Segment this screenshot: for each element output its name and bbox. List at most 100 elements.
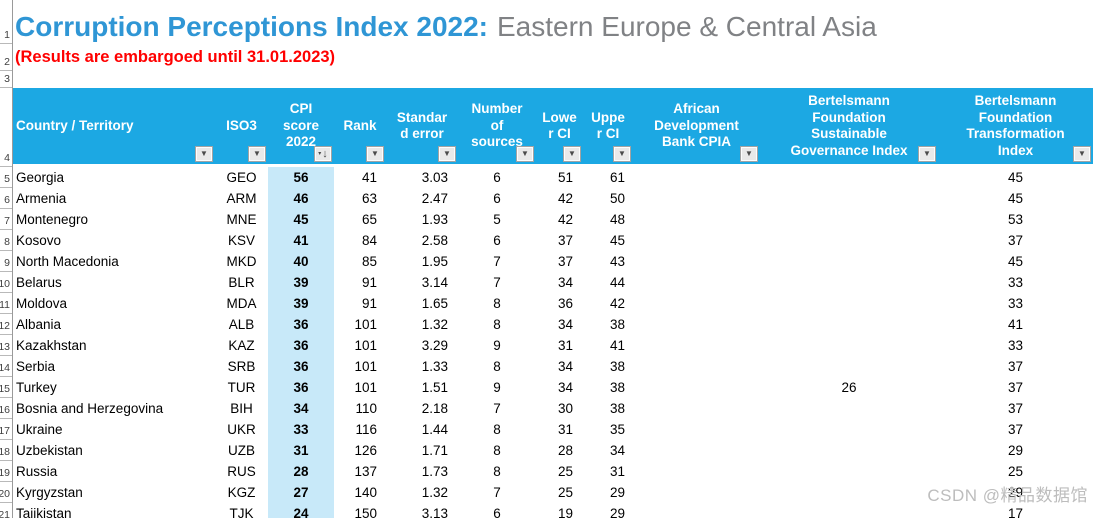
- filter-dropdown-icon[interactable]: ▼: [516, 146, 534, 162]
- cell-bti[interactable]: 17: [1007, 506, 1024, 518]
- filter-dropdown-icon[interactable]: ▼: [613, 146, 631, 162]
- cell-sgi[interactable]: [760, 461, 938, 482]
- cell-upper-ci[interactable]: 43: [609, 254, 625, 269]
- cell-bti[interactable]: 45: [1007, 191, 1024, 206]
- cell-cpi-score[interactable]: 27: [268, 482, 334, 503]
- cell-standard-error[interactable]: 2.47: [421, 191, 448, 206]
- cell-rank[interactable]: 63: [361, 191, 377, 206]
- cell-iso3[interactable]: ALB: [228, 317, 255, 332]
- cell-rank[interactable]: 101: [354, 380, 377, 395]
- row-number[interactable]: 2: [0, 44, 12, 71]
- row-number[interactable]: 20: [0, 482, 12, 503]
- cell-rank[interactable]: 41: [361, 170, 377, 185]
- cell-adb-cpia[interactable]: [633, 419, 760, 440]
- cell-rank[interactable]: 101: [354, 359, 377, 374]
- column-header-country[interactable]: Country / Territory ▼: [13, 88, 215, 164]
- row-number[interactable]: 11: [0, 293, 12, 314]
- cell-lower-ci[interactable]: 42: [557, 191, 573, 206]
- cell-iso3[interactable]: MDA: [226, 296, 257, 311]
- cell-rank[interactable]: 101: [354, 317, 377, 332]
- cell-number-of-sources[interactable]: 9: [493, 338, 501, 353]
- column-header-sgi[interactable]: Bertelsmann Foundation Sustainable Gover…: [760, 88, 938, 164]
- cell-lower-ci[interactable]: 34: [557, 380, 573, 395]
- cell-iso3[interactable]: KSV: [227, 233, 255, 248]
- cell-sgi[interactable]: [760, 503, 938, 518]
- cell-adb-cpia[interactable]: [633, 398, 760, 419]
- cell-sgi[interactable]: [760, 356, 938, 377]
- row-number[interactable]: 8: [0, 230, 12, 251]
- cell-cpi-score[interactable]: 36: [268, 356, 334, 377]
- cell-cpi-score[interactable]: 24: [268, 503, 334, 518]
- cell-iso3[interactable]: BLR: [228, 275, 255, 290]
- cell-number-of-sources[interactable]: 6: [493, 170, 501, 185]
- cell-adb-cpia[interactable]: [633, 188, 760, 209]
- cell-lower-ci[interactable]: 30: [557, 401, 573, 416]
- cell-country[interactable]: North Macedonia: [16, 254, 119, 269]
- cell-number-of-sources[interactable]: 7: [493, 275, 501, 290]
- cell-lower-ci[interactable]: 37: [557, 254, 573, 269]
- cell-iso3[interactable]: MKD: [226, 254, 257, 269]
- row-number[interactable]: 21: [0, 503, 12, 518]
- cell-rank[interactable]: 91: [361, 275, 377, 290]
- cell-sgi[interactable]: [760, 419, 938, 440]
- cell-country[interactable]: Ukraine: [16, 422, 63, 437]
- cell-adb-cpia[interactable]: [633, 377, 760, 398]
- cell-standard-error[interactable]: 1.51: [421, 380, 448, 395]
- cell-bti[interactable]: 53: [1007, 212, 1024, 227]
- cell-iso3[interactable]: ARM: [226, 191, 257, 206]
- filter-dropdown-icon[interactable]: ▼: [366, 146, 384, 162]
- cell-sgi[interactable]: [760, 314, 938, 335]
- cell-cpi-score[interactable]: 41: [268, 230, 334, 251]
- cell-bti[interactable]: 37: [1007, 233, 1024, 248]
- cell-standard-error[interactable]: 3.29: [421, 338, 448, 353]
- cell-adb-cpia[interactable]: [633, 314, 760, 335]
- cell-rank[interactable]: 91: [361, 296, 377, 311]
- cell-bti[interactable]: 37: [1007, 422, 1024, 437]
- cell-bti[interactable]: 33: [1007, 275, 1024, 290]
- cell-upper-ci[interactable]: 50: [609, 191, 625, 206]
- cell-country[interactable]: Moldova: [16, 296, 68, 311]
- cell-sgi[interactable]: [760, 230, 938, 251]
- cell-upper-ci[interactable]: 34: [609, 443, 625, 458]
- cell-lower-ci[interactable]: 28: [557, 443, 573, 458]
- cell-standard-error[interactable]: 3.13: [421, 506, 448, 518]
- row-number[interactable]: 7: [0, 209, 12, 230]
- cell-bti[interactable]: 33: [1007, 296, 1024, 311]
- cell-rank[interactable]: 65: [361, 212, 377, 227]
- row-number[interactable]: 1: [0, 0, 12, 44]
- cell-standard-error[interactable]: 1.71: [421, 443, 448, 458]
- cell-country[interactable]: Russia: [16, 464, 58, 479]
- cell-standard-error[interactable]: 1.32: [421, 485, 448, 500]
- cell-number-of-sources[interactable]: 6: [493, 191, 501, 206]
- cell-rank[interactable]: 85: [361, 254, 377, 269]
- cell-iso3[interactable]: RUS: [227, 464, 256, 479]
- cell-sgi[interactable]: [760, 251, 938, 272]
- cell-lower-ci[interactable]: 37: [557, 233, 573, 248]
- cell-country[interactable]: Tajikistan: [16, 506, 72, 518]
- cell-iso3[interactable]: GEO: [226, 170, 257, 185]
- cell-adb-cpia[interactable]: [633, 482, 760, 503]
- cell-lower-ci[interactable]: 25: [557, 485, 573, 500]
- cell-bti[interactable]: 45: [1007, 254, 1024, 269]
- cell-upper-ci[interactable]: 35: [609, 422, 625, 437]
- cell-cpi-score[interactable]: 39: [268, 293, 334, 314]
- cell-sgi[interactable]: [760, 293, 938, 314]
- cell-country[interactable]: Bosnia and Herzegovina: [16, 401, 164, 416]
- cell-upper-ci[interactable]: 38: [609, 359, 625, 374]
- column-header-adb-cpia[interactable]: African Development Bank CPIA ▼: [633, 88, 760, 164]
- row-number[interactable]: 19: [0, 461, 12, 482]
- row-number[interactable]: 16: [0, 398, 12, 419]
- column-header-iso3[interactable]: ISO3 ▼: [215, 88, 268, 164]
- cell-lower-ci[interactable]: 51: [557, 170, 573, 185]
- cell-cpi-score[interactable]: 39: [268, 272, 334, 293]
- cell-adb-cpia[interactable]: [633, 356, 760, 377]
- cell-upper-ci[interactable]: 38: [609, 317, 625, 332]
- cell-upper-ci[interactable]: 29: [609, 506, 625, 518]
- cell-iso3[interactable]: BIH: [230, 401, 253, 416]
- cell-cpi-score[interactable]: 31: [268, 440, 334, 461]
- filter-dropdown-icon[interactable]: ▼: [195, 146, 213, 162]
- cell-rank[interactable]: 110: [355, 401, 377, 416]
- column-header-rank[interactable]: Rank ▼: [334, 88, 386, 164]
- cell-adb-cpia[interactable]: [633, 293, 760, 314]
- cell-iso3[interactable]: KGZ: [227, 485, 256, 500]
